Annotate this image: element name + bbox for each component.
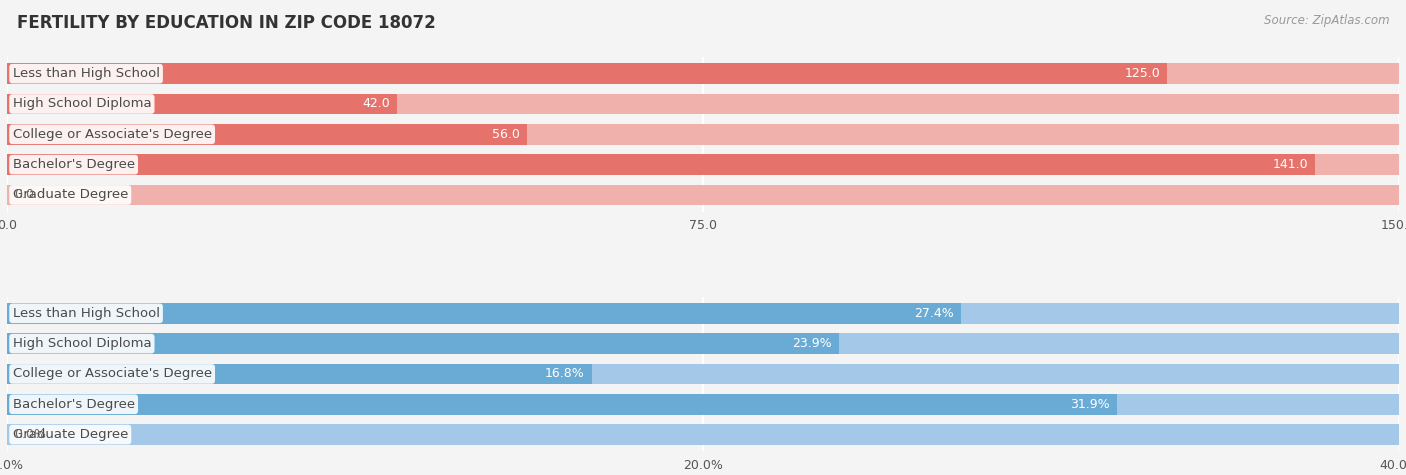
Bar [7, 94, 396, 114]
Text: 23.9%: 23.9% [792, 337, 832, 350]
Text: Source: ZipAtlas.com: Source: ZipAtlas.com [1264, 14, 1389, 27]
Bar [7, 94, 1399, 114]
Text: Less than High School: Less than High School [13, 307, 160, 320]
Text: 27.4%: 27.4% [914, 307, 953, 320]
Text: 31.9%: 31.9% [1070, 398, 1111, 411]
Text: 56.0: 56.0 [492, 128, 520, 141]
Bar [7, 333, 1399, 354]
Text: 42.0: 42.0 [363, 97, 389, 111]
Bar [7, 303, 960, 323]
Bar [7, 124, 1399, 144]
Text: Graduate Degree: Graduate Degree [13, 428, 128, 441]
Bar [7, 424, 1399, 445]
Text: High School Diploma: High School Diploma [13, 337, 152, 350]
Text: 141.0: 141.0 [1272, 158, 1309, 171]
Text: Bachelor's Degree: Bachelor's Degree [13, 398, 135, 411]
Text: College or Associate's Degree: College or Associate's Degree [13, 128, 212, 141]
Text: 0.0%: 0.0% [14, 428, 46, 441]
Bar [7, 185, 1399, 205]
Text: 125.0: 125.0 [1125, 67, 1160, 80]
Bar [7, 333, 839, 354]
Bar [7, 394, 1399, 415]
Bar [7, 364, 1399, 384]
Text: 0.0: 0.0 [14, 189, 34, 201]
Text: High School Diploma: High School Diploma [13, 97, 152, 111]
Bar [7, 154, 1316, 175]
Bar [7, 124, 527, 144]
Bar [7, 154, 1399, 175]
Text: Bachelor's Degree: Bachelor's Degree [13, 158, 135, 171]
Text: Graduate Degree: Graduate Degree [13, 189, 128, 201]
Bar [7, 63, 1167, 84]
Bar [7, 394, 1118, 415]
Bar [7, 364, 592, 384]
Text: 16.8%: 16.8% [546, 368, 585, 380]
Text: FERTILITY BY EDUCATION IN ZIP CODE 18072: FERTILITY BY EDUCATION IN ZIP CODE 18072 [17, 14, 436, 32]
Text: College or Associate's Degree: College or Associate's Degree [13, 368, 212, 380]
Bar [7, 63, 1399, 84]
Text: Less than High School: Less than High School [13, 67, 160, 80]
Bar [7, 303, 1399, 323]
